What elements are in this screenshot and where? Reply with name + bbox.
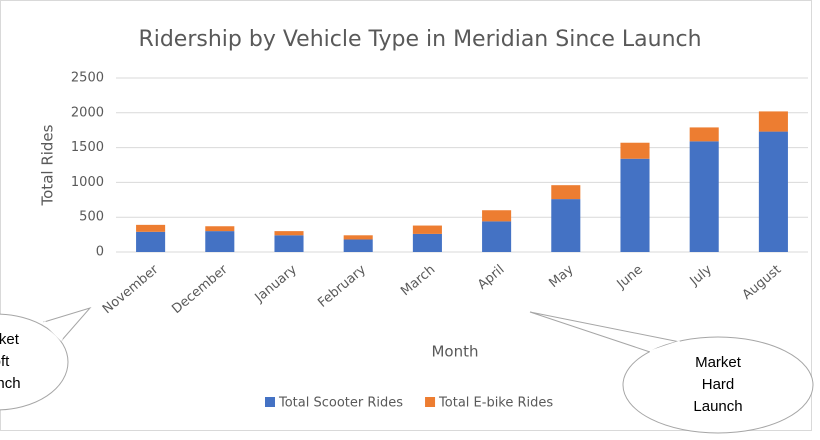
- legend-label: Total E-bike Rides: [438, 396, 553, 411]
- y-tick-label: 0: [96, 245, 104, 260]
- bar-segment: [758, 131, 788, 252]
- y-tick-label: 1000: [71, 175, 104, 190]
- callout-bubble: [622, 336, 814, 434]
- bar-segment: [274, 231, 304, 236]
- y-axis-label: Total Rides: [39, 124, 57, 206]
- bar-segment: [758, 111, 788, 132]
- callout-text: Hard: [702, 376, 735, 393]
- legend-label: Total Scooter Rides: [278, 396, 403, 411]
- bar-segment: [482, 221, 512, 252]
- callout-tail-join: [42, 320, 64, 342]
- bar-segment: [274, 235, 304, 252]
- callout-text: Market: [0, 331, 20, 348]
- bar-segment: [343, 235, 373, 240]
- legend-swatch: [265, 397, 275, 407]
- bar-segment: [412, 225, 442, 234]
- bar-segment: [689, 127, 719, 142]
- callout-tail-join: [649, 340, 681, 354]
- callout-bubble: [0, 313, 69, 411]
- x-axis-label: Month: [431, 343, 478, 361]
- callout-text: Soft: [0, 353, 10, 370]
- callout: Market Soft Launch: [0, 307, 92, 411]
- y-tick-label: 500: [79, 210, 104, 225]
- bar-segment: [205, 231, 235, 252]
- y-tick-label: 2500: [71, 71, 104, 86]
- bar-segment: [482, 210, 512, 222]
- callout-text: Launch: [693, 398, 742, 415]
- bar-segment: [551, 185, 581, 200]
- y-tick-label: 1500: [71, 140, 104, 155]
- y-tick-label: 2000: [71, 105, 104, 120]
- bar-segment: [689, 141, 719, 252]
- callout-text: Launch: [0, 375, 21, 392]
- bar-segment: [205, 226, 235, 232]
- bar-segment: [412, 233, 442, 252]
- chart-title: Ridership by Vehicle Type in Meridian Si…: [138, 27, 701, 52]
- callout: Market Hard Launch: [529, 311, 814, 434]
- bar-segment: [136, 224, 166, 232]
- bar-segment: [136, 231, 166, 252]
- legend-swatch: [425, 397, 436, 407]
- bar-segment: [551, 199, 581, 252]
- bar-segment: [620, 158, 650, 252]
- callout-text: Market: [695, 354, 742, 371]
- bar-segment: [620, 142, 650, 159]
- bar-segment: [343, 239, 373, 252]
